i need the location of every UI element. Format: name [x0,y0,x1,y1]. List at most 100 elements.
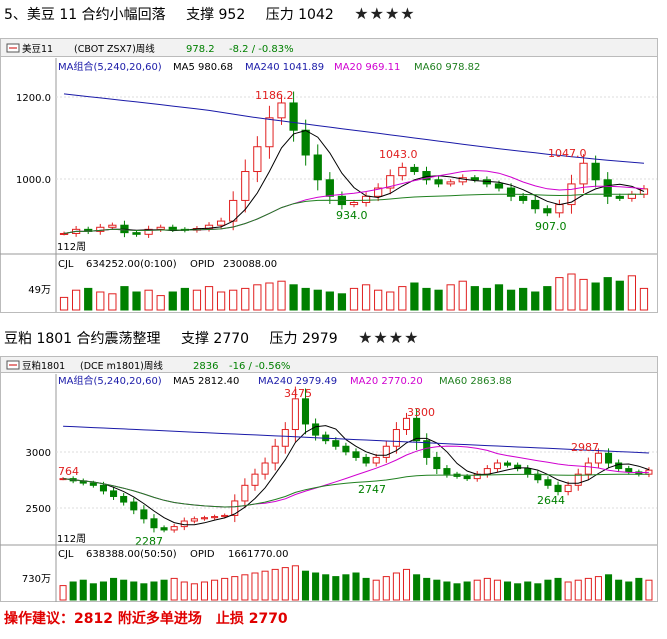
chart2-ma60-line [63,473,649,508]
chart1-opid-value: 230088.00 [223,259,277,270]
chart2-volume-bar [332,576,340,601]
chart2-candle-body [524,468,532,475]
chart2-candle-body [352,451,360,458]
chart1-frame [0,38,658,313]
chart1-candle-body [627,193,637,199]
chart2-volume-bar [301,570,310,601]
chart1-volume-bar [301,287,310,311]
chart2-price: 2836 [193,361,218,372]
chart2-volume-bar [59,585,67,601]
chart1-volume-bar [531,291,540,311]
chart1-volume-bar [120,286,129,311]
chart1-opid-label: OPID [190,259,215,270]
chart1-support: 支撑 952 [186,7,246,23]
chart1-volume-bar [84,287,93,311]
chart2-candle-body [574,473,582,486]
chart2-support: 支撑 2770 [180,331,250,347]
chart1-annotation-1043: 1043.0 [379,148,418,161]
chart2-volume-bar [635,577,643,601]
chart2-price-area [59,386,653,533]
chart2-ma5-line [63,425,650,526]
chart2-candle-body [483,468,491,475]
chart1-heading: 5、美豆 11 合约小幅回落 支撑 952 压力 1042 ★★★★ [4,4,432,24]
chart2-frame [0,356,658,602]
chart2-annotation-2644: 2644 [537,494,565,507]
chart1-volume-bar [603,277,612,311]
chart2-volume-bar [69,581,77,601]
chart1-volume-bar [337,293,347,311]
chart1-ma20: MA20 969.11 [334,62,400,73]
chart2-candle-body [342,445,350,453]
chart2-volume-bar [574,579,582,601]
chart1-ma-group: MA组合(5,240,20,60) [58,60,162,73]
chart2-symbol: 豆粕1801 [22,360,65,372]
chart2-cjl-value: 638388.00(50:50) [86,549,177,560]
chart2-candle-body [584,462,592,475]
chart2-heading: 豆粕 1801 合约震荡整理 支撑 2770 压力 2979 ★★★★ [4,328,435,348]
chart2-candle-body [221,514,229,518]
chart1-volume-bar [144,289,153,311]
chart1-candle-body [241,171,250,201]
chart2-ma240: MA240 2979.49 [258,376,337,387]
chart2-candle-body [301,398,310,425]
chart1-candle-body [216,220,226,226]
chart2-candle-body [99,484,107,492]
chart1-volume-bar [627,275,637,311]
chart1-volume-bar [313,289,322,311]
chart2-cjl-label: CJL [58,549,74,560]
chart2-volume-bar [362,577,370,601]
chart2-candle-body [514,464,522,470]
chart2-volume-bar [140,583,148,601]
chart2-ytick-3000: 3000 [26,448,51,459]
chart1-volume-bar [132,291,141,311]
chart1-volume-area [59,273,649,311]
chart2-volume-bar [120,579,128,601]
chart2-candle-body [281,429,289,447]
chart2-volume-bar [241,574,249,601]
chart1-volume-bar [156,295,165,311]
chart1-candle-body [494,183,504,189]
chart1-candle-body [301,129,310,156]
chart1-ma240-line [63,93,645,164]
chart2-volume-area [59,565,653,601]
chart1-volume-bar [265,282,274,311]
chart1-candle-body [374,187,383,197]
chart1-toolbar-icon[interactable] [6,43,20,53]
chart1-volume-bar [96,291,105,311]
chart1-volume-bar [71,289,81,311]
chart2-panel: 豆粕1801 (DCE m1801)周线 2836 -16 / -0.56% M… [0,356,667,602]
chart2-volume-bar [200,581,209,601]
chart2-title: 豆粕 1801 合约震荡整理 [4,331,161,347]
chart1-candle-body [349,202,359,206]
chart1-price-area [59,91,649,238]
chart2-volume-bar [291,565,299,601]
chart1-volume-bar [241,287,250,311]
chart1-volume-bar [410,282,419,311]
chart1-volume-bar [567,273,576,311]
chart1-ma240: MA240 1041.89 [245,62,324,73]
chart1-candle-body [386,175,395,189]
chart1-price: 978.2 [186,44,215,55]
chart1-title: 5、美豆 11 合约小幅回落 [4,7,166,23]
chart1-candle-body [132,232,141,235]
chart2-candle-body [190,518,198,522]
chart2-volume-bar [352,572,360,601]
chart2-volume-bar [281,567,289,601]
chart1-candle-body [108,224,117,228]
chart2-annotation-2287: 2287 [135,535,163,548]
chart2-volume-bar [231,576,239,601]
chart1-volume-bar [398,286,407,311]
chart2-candle-body [605,452,613,464]
chart1-candle-body [591,162,600,181]
chart2-annotation-2987: 2987 [571,441,599,454]
chart2-ma5: MA5 2812.40 [173,376,239,387]
chart2-toolbar-icon[interactable] [6,360,20,370]
chart2-candle-body [160,527,168,531]
chart2-annotation-3475: 3475 [284,387,312,400]
chart2-ma240-line [63,425,649,454]
chart2-volume-bar [554,577,562,601]
chart2-candle-body [392,429,400,447]
chart2-candle-body [332,440,340,447]
chart2-candle-body [120,495,128,503]
chart1-volume-bar [482,287,492,311]
